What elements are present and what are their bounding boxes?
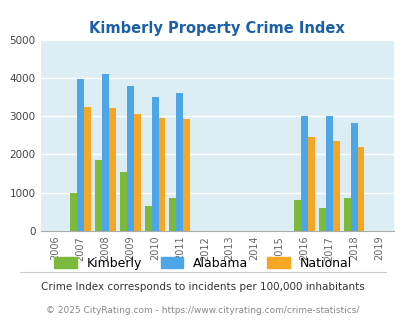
- Bar: [77, 79, 84, 231]
- Bar: [70, 193, 77, 231]
- Bar: [307, 137, 314, 231]
- Bar: [95, 160, 102, 231]
- Bar: [84, 107, 91, 231]
- Bar: [151, 97, 158, 231]
- Bar: [109, 108, 115, 231]
- Legend: Kimberly, Alabama, National: Kimberly, Alabama, National: [49, 252, 356, 275]
- Text: © 2025 CityRating.com - https://www.cityrating.com/crime-statistics/: © 2025 CityRating.com - https://www.city…: [46, 306, 359, 315]
- Bar: [293, 200, 300, 231]
- Bar: [119, 172, 126, 231]
- Bar: [343, 198, 350, 231]
- Bar: [102, 74, 109, 231]
- Bar: [300, 116, 307, 231]
- Bar: [318, 208, 325, 231]
- Bar: [176, 93, 183, 231]
- Text: Crime Index corresponds to incidents per 100,000 inhabitants: Crime Index corresponds to incidents per…: [41, 282, 364, 292]
- Bar: [126, 86, 133, 231]
- Bar: [332, 141, 339, 231]
- Bar: [357, 147, 364, 231]
- Bar: [144, 206, 151, 231]
- Bar: [183, 119, 190, 231]
- Bar: [350, 123, 357, 231]
- Title: Kimberly Property Crime Index: Kimberly Property Crime Index: [89, 21, 344, 36]
- Bar: [133, 114, 140, 231]
- Bar: [325, 116, 332, 231]
- Bar: [158, 118, 165, 231]
- Bar: [169, 198, 176, 231]
